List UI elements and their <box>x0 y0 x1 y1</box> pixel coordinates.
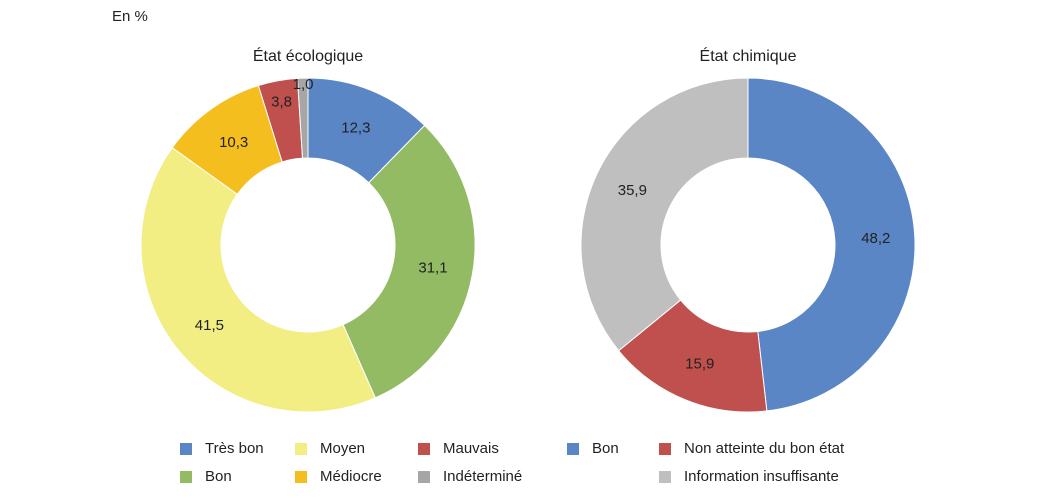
ecological-label-moyen: 41,5 <box>195 317 224 334</box>
legend-swatch-tres-bon <box>180 442 192 455</box>
chemical-slice-bon <box>747 77 916 412</box>
unit-label: En % <box>112 8 148 25</box>
ecological-donut: 12,3 31,1 41,5 10,3 3,81,0 <box>140 76 476 413</box>
legend-label-moyen: Moyen <box>320 440 366 457</box>
legend-swatch-bon-chimique <box>567 442 579 455</box>
chemical-label-information-insuffisante: 35,9 <box>618 182 647 199</box>
legend-swatch-non-atteinte <box>659 442 671 455</box>
ecological-slice-indetermine <box>296 77 309 159</box>
chemical-donut: 48,2 15,9 35,9 <box>580 77 916 413</box>
chemical-slice-information-insuffisante <box>580 77 749 352</box>
legend-item-information-insuffisante: Information insuffisante <box>659 468 839 485</box>
legend-label-mediocre: Médiocre <box>320 468 382 485</box>
legend-swatch-bon-ecologique <box>180 470 192 483</box>
legend-item-mauvais: Mauvais <box>418 440 499 457</box>
legend-item-indetermine: Indéterminé <box>418 468 522 485</box>
legend-swatch-mauvais <box>418 442 430 455</box>
legend-swatch-indetermine <box>418 470 430 483</box>
ecological-label-indetermine: 1,0 <box>293 76 314 93</box>
chemical-chart-title: État chimique <box>700 46 797 65</box>
legend-item-mediocre: Médiocre <box>295 468 382 485</box>
legend-label-information-insuffisante: Information insuffisante <box>684 468 839 485</box>
legend-label-indetermine: Indéterminé <box>443 468 523 485</box>
ecological-label-mauvais: 3,8 <box>271 93 292 110</box>
legend-label-tres-bon: Très bon <box>205 440 264 457</box>
legend-item-tres-bon: Très bon <box>180 440 264 457</box>
legend-item-bon-ecologique: Bon <box>180 468 232 485</box>
legend-label-bon-chimique: Bon <box>592 440 619 457</box>
legend-swatch-mediocre <box>295 470 307 483</box>
ecological-label-mediocre: 10,3 <box>219 134 248 151</box>
chemical-label-bon: 48,2 <box>861 230 890 247</box>
legend-label-bon-ecologique: Bon <box>205 468 232 485</box>
legend-item-bon-chimique: Bon <box>567 440 619 457</box>
legend-label-non-atteinte: Non atteinte du bon état <box>684 440 845 457</box>
ecological-slice-moyen <box>140 146 376 413</box>
legend-label-mauvais: Mauvais <box>443 440 499 457</box>
legend-item-moyen: Moyen <box>295 440 365 457</box>
ecological-label-bon: 31,1 <box>418 260 447 277</box>
legend-swatch-moyen <box>295 442 307 455</box>
chemical-label-non-atteinte-du-bon-etat: 15,9 <box>685 356 714 373</box>
legend-item-non-atteinte: Non atteinte du bon état <box>659 440 844 457</box>
legend-swatch-information-insuffisante <box>659 470 671 483</box>
ecological-slice-bon <box>342 124 476 399</box>
ecological-label-tres-bon: 12,3 <box>341 119 370 136</box>
ecological-chart-title: État écologique <box>253 46 363 65</box>
